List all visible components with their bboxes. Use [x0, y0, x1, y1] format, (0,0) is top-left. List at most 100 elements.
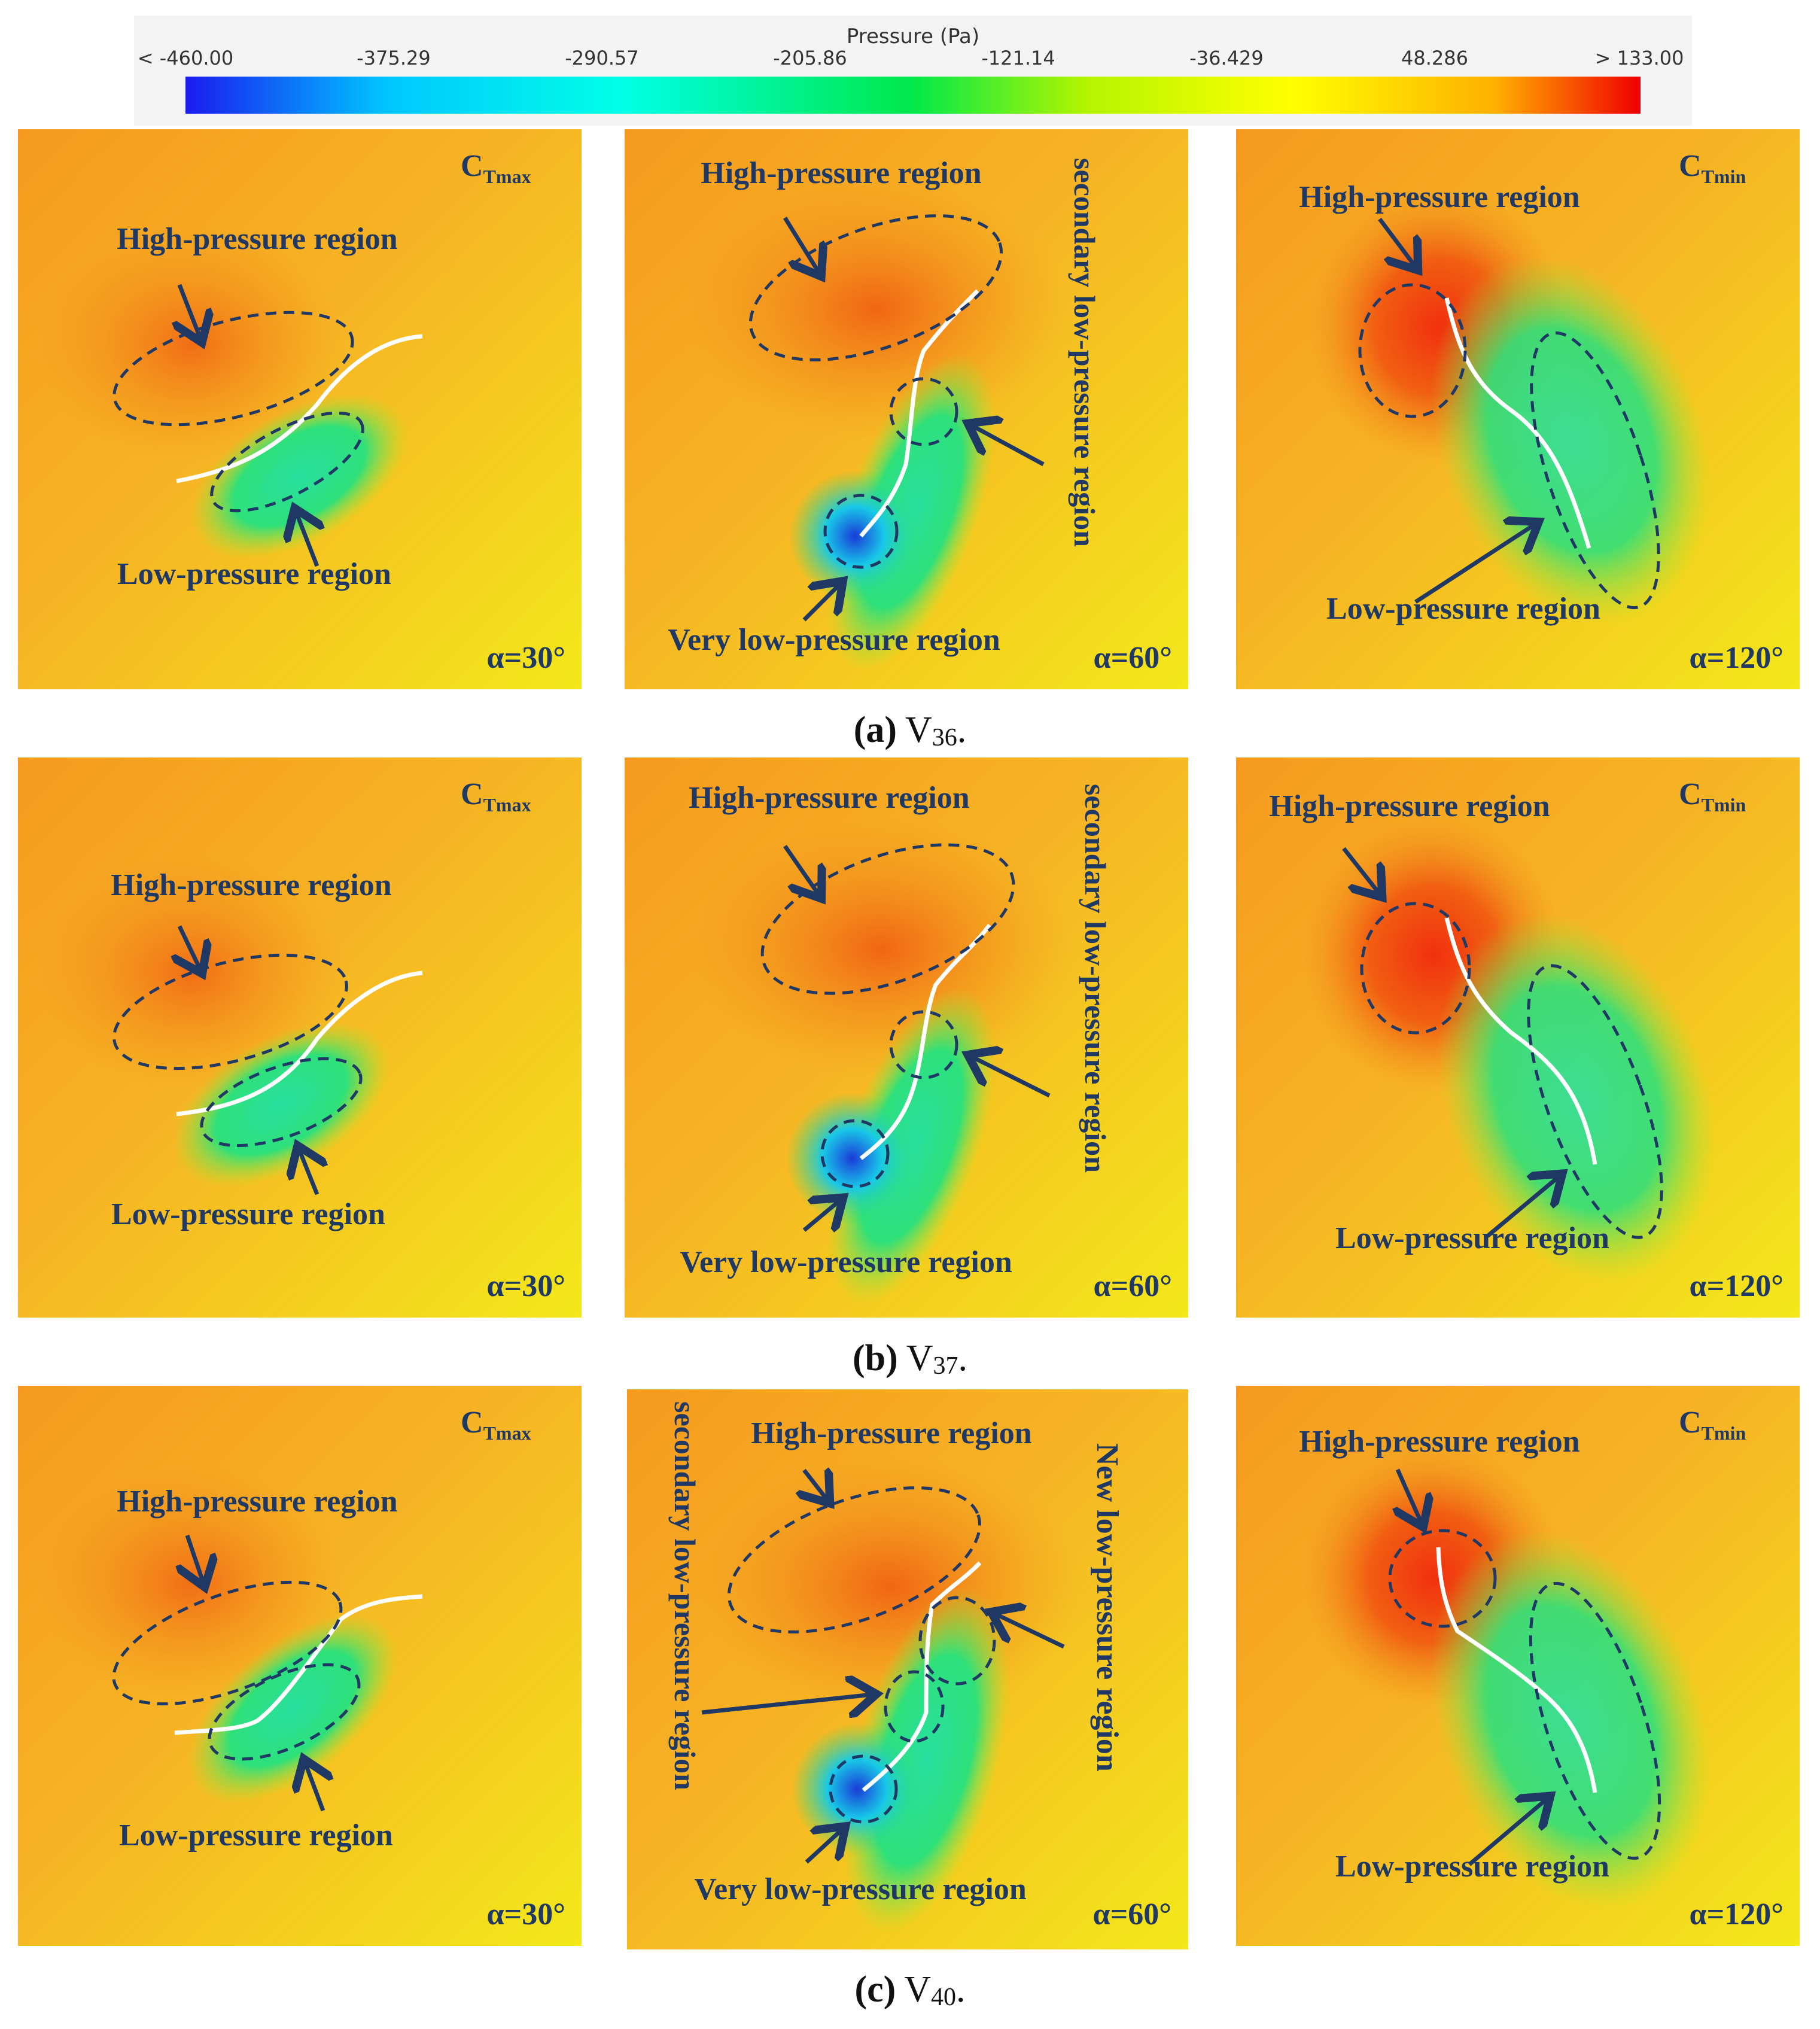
ct-subscript: Tmax — [483, 1422, 531, 1444]
low-pressure-marker-ellipse — [1529, 1581, 1661, 1860]
caption-name: V — [904, 1969, 931, 2010]
panel-a-60deg: High-pressure region secondary low-press… — [625, 129, 1188, 689]
high-pressure-marker-ellipse — [112, 953, 348, 1070]
very-low-pressure-label: Very low-pressure region — [668, 623, 1000, 657]
arrow — [802, 1200, 840, 1230]
low-pressure-label: Low-pressure region — [1326, 592, 1600, 626]
caption-letter: (a) — [854, 710, 897, 750]
blade-profile — [859, 923, 991, 1160]
arrow — [972, 1057, 1051, 1098]
very-low-pressure-zone — [789, 470, 921, 602]
angle-label: α=30° — [487, 1269, 565, 1303]
ct-min-label: CTmin — [1679, 1406, 1746, 1444]
ct-subscript: Tmin — [1702, 794, 1746, 816]
ct-symbol: C — [1679, 777, 1702, 811]
low-pressure-label: Low-pressure region — [119, 1818, 393, 1852]
arrow — [1398, 1468, 1422, 1523]
high-pressure-label: High-pressure region — [689, 781, 970, 815]
arrow — [972, 425, 1045, 467]
arrow — [701, 1695, 872, 1712]
ct-min-label: CTmin — [1679, 149, 1746, 187]
colorbar-gradient — [185, 77, 1641, 114]
ct-subscript: Tmax — [483, 166, 531, 187]
angle-label: α=60° — [1094, 641, 1172, 675]
low-pressure-zone — [188, 1613, 398, 1805]
panel-a-120deg: High-pressure region Low-pressure region… — [1236, 129, 1800, 689]
colorbar-tick-label: -121.14 — [981, 47, 1055, 69]
angle-label: α=30° — [487, 641, 565, 675]
caption-subscript: 37 — [933, 1352, 958, 1380]
high-pressure-label: High-pressure region — [111, 868, 392, 902]
arrow — [783, 845, 819, 895]
panel-b-120deg: High-pressure region Low-pressure region… — [1236, 758, 1800, 1318]
caption-period: . — [958, 1338, 968, 1379]
caption-subscript: 40 — [931, 1984, 956, 2011]
ct-subscript: Tmax — [483, 794, 531, 816]
low-pressure-zone — [1430, 1529, 1712, 1912]
colorbar: Pressure (Pa) < -460.00 -375.29 -290.57 … — [134, 16, 1692, 126]
angle-label: α=30° — [487, 1897, 565, 1931]
low-pressure-label: Low-pressure region — [1335, 1849, 1609, 1884]
panel-c-60deg: High-pressure region secondary low-press… — [627, 1389, 1188, 1949]
high-pressure-label: High-pressure region — [117, 1485, 398, 1519]
secondary-low-pressure-label: secondary low-pressure region — [1079, 784, 1112, 1173]
very-low-pressure-marker — [829, 1754, 898, 1824]
arrow — [1414, 524, 1535, 604]
arrow — [805, 1829, 842, 1864]
colorbar-tick-label: -205.86 — [773, 47, 847, 69]
angle-label: α=120° — [1690, 1269, 1784, 1303]
arrow — [1468, 1799, 1547, 1866]
panel-b-60deg: High-pressure region secondary low-press… — [625, 758, 1188, 1318]
new-low-pressure-label: New low-pressure region — [1090, 1443, 1124, 1772]
caption-period: . — [956, 1969, 966, 2010]
arrow — [1486, 1176, 1559, 1238]
secondary-low-pressure-marker — [889, 377, 958, 446]
arrow — [187, 1534, 203, 1583]
blade-profile — [1444, 917, 1597, 1165]
ct-symbol: C — [461, 777, 483, 811]
high-pressure-marker-ellipse — [748, 214, 1003, 361]
very-low-pressure-zone — [786, 1093, 918, 1224]
high-pressure-label: High-pressure region — [701, 156, 982, 190]
ct-subscript: Tmin — [1702, 166, 1746, 187]
very-low-pressure-marker — [820, 1119, 890, 1188]
caption-subscript: 36 — [932, 724, 957, 752]
blade-profile — [176, 334, 423, 483]
arrow — [1342, 847, 1380, 894]
low-pressure-label: Low-pressure region — [1335, 1221, 1609, 1255]
very-low-pressure-zone — [792, 1723, 923, 1855]
ct-subscript: Tmin — [1702, 1422, 1746, 1444]
caption-name: V — [905, 710, 932, 750]
caption-period: . — [957, 710, 967, 750]
angle-label: α=120° — [1690, 641, 1784, 675]
arrow — [804, 1470, 827, 1500]
colorbar-tick-label: 48.286 — [1401, 47, 1468, 69]
high-pressure-marker-ellipse — [112, 311, 354, 427]
colorbar-title: Pressure (Pa) — [847, 25, 979, 48]
very-low-pressure-label: Very low-pressure region — [694, 1872, 1027, 1906]
panel-b-30deg: High-pressure region Low-pressure region… — [18, 758, 582, 1318]
secondary-low-pressure-label: secondary low-pressure region — [668, 1401, 702, 1790]
caption-a: (a) V36. — [854, 710, 967, 752]
arrow — [783, 217, 819, 273]
arrow — [299, 1149, 317, 1196]
high-pressure-marker-ellipse — [1358, 283, 1467, 418]
caption-b: (b) V37. — [853, 1338, 967, 1380]
arrow — [296, 512, 317, 567]
low-pressure-zone — [190, 393, 408, 559]
low-pressure-zone — [1431, 255, 1711, 626]
colorbar-tick-label: -36.429 — [1189, 47, 1264, 69]
arrow — [305, 1763, 323, 1812]
arrow — [802, 584, 840, 622]
ct-max-label: CTmax — [461, 1406, 531, 1444]
ct-min-label: CTmin — [1679, 777, 1746, 816]
caption-letter: (b) — [853, 1338, 898, 1379]
low-pressure-marker-ellipse — [1527, 964, 1663, 1239]
ct-max-label: CTmax — [461, 149, 531, 187]
angle-label: α=60° — [1094, 1269, 1172, 1303]
high-pressure-label: High-pressure region — [751, 1416, 1032, 1450]
arrow — [179, 284, 200, 339]
high-pressure-marker-ellipse — [1388, 1529, 1497, 1628]
ct-symbol: C — [1679, 149, 1702, 183]
high-pressure-label: High-pressure region — [1299, 180, 1580, 214]
